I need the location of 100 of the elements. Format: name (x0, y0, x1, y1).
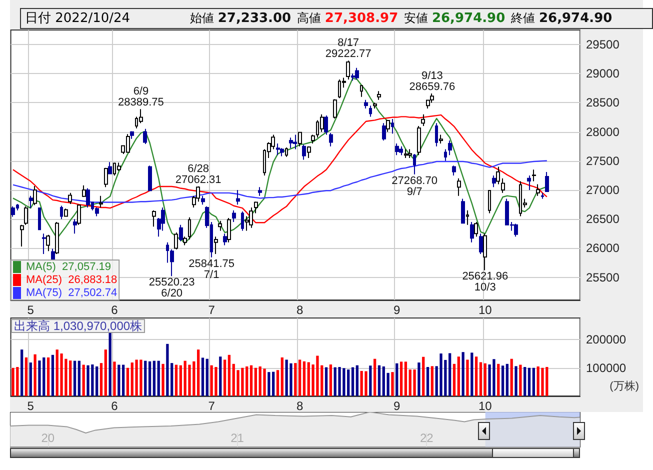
y-tick-label: 28000 (586, 124, 620, 139)
candlestick (201, 195, 205, 206)
bar (528, 368, 531, 396)
bar (302, 361, 306, 396)
bar (268, 372, 270, 396)
x-tick-label: 6 (111, 303, 118, 317)
candlestick (188, 216, 191, 240)
candlestick (51, 248, 55, 260)
bar (272, 372, 275, 396)
bar (457, 356, 460, 396)
bar (20, 350, 24, 396)
bar (470, 352, 474, 396)
candlestick (24, 206, 28, 226)
candlestick (143, 128, 147, 145)
x-tick-label: 9 (394, 303, 401, 317)
candlestick (382, 122, 386, 142)
candlestick (386, 120, 390, 132)
candlestick (496, 166, 500, 185)
candlestick (501, 178, 505, 194)
line-series (12, 160, 548, 203)
line-series (12, 78, 548, 244)
candlestick (395, 142, 399, 156)
bar (82, 364, 85, 396)
candlestick (276, 142, 280, 156)
bar (484, 363, 486, 396)
bar (356, 365, 358, 396)
candlestick (457, 178, 461, 196)
candlestick (408, 148, 412, 159)
bar (474, 356, 478, 396)
candlestick (227, 217, 231, 243)
x-tick-label: 10 (478, 303, 492, 317)
y-tick-label: 26000 (586, 241, 620, 256)
bar (298, 360, 302, 396)
candlestick (214, 236, 218, 255)
bar (506, 364, 509, 396)
candlestick (46, 234, 50, 252)
candlestick (421, 114, 425, 127)
candlestick (439, 134, 443, 144)
candlestick (42, 233, 46, 255)
bar (422, 356, 425, 396)
bar (228, 354, 231, 396)
candlestick (470, 222, 474, 243)
legend-label: MA(25) 26,883.18 (26, 274, 118, 286)
candlestick (179, 224, 183, 242)
candlestick (541, 192, 544, 200)
bar (448, 353, 452, 396)
bar (12, 368, 14, 396)
candlestick (73, 218, 77, 234)
bar (196, 350, 200, 396)
candlestick (417, 126, 421, 156)
candlestick (55, 222, 59, 255)
bar (430, 366, 434, 396)
candlestick (302, 144, 306, 160)
candlestick (307, 146, 311, 159)
bar (524, 366, 526, 396)
bar (501, 366, 504, 396)
bar (51, 354, 54, 396)
candlestick (444, 148, 447, 162)
bar (418, 362, 420, 396)
candlestick (532, 169, 536, 182)
bar (148, 361, 152, 396)
bar (514, 366, 518, 396)
bar (364, 371, 368, 396)
bar (144, 360, 147, 396)
bar (34, 354, 36, 396)
candlestick (333, 98, 337, 119)
candlestick (514, 223, 518, 238)
candlestick (452, 165, 456, 176)
candlestick (369, 105, 372, 118)
candlestick (258, 186, 262, 196)
candlestick (355, 67, 359, 80)
annotation: 6/9 28389.75 (118, 86, 164, 109)
y-tick-label: 28500 (586, 96, 620, 110)
x-tick-label: 7 (208, 303, 216, 317)
x-tick-label: 22 (420, 431, 434, 445)
candlestick (483, 233, 487, 271)
bar (396, 363, 398, 396)
y-tick-label: 29500 (586, 38, 620, 52)
candlestick (404, 148, 408, 159)
y-tick-label: 25500 (586, 270, 620, 284)
bar (73, 360, 76, 396)
annotation: 27268.70 9/7 (392, 174, 438, 198)
bar (152, 360, 156, 396)
candlestick (249, 206, 253, 228)
bar (29, 362, 32, 396)
bar (100, 363, 103, 396)
candlestick (64, 208, 68, 218)
candlestick (20, 224, 24, 247)
candlestick (60, 205, 63, 220)
candlestick (254, 201, 258, 214)
bar (223, 360, 226, 396)
bar (426, 366, 430, 396)
y-tick-label: 26500 (586, 212, 620, 226)
x-tick-label: 8 (296, 399, 304, 413)
x-tick-label: 9 (394, 399, 401, 413)
candlestick (223, 233, 227, 246)
candlestick (311, 134, 315, 144)
candlestick (360, 84, 363, 98)
candlestick (488, 190, 491, 214)
candlestick (11, 206, 15, 218)
